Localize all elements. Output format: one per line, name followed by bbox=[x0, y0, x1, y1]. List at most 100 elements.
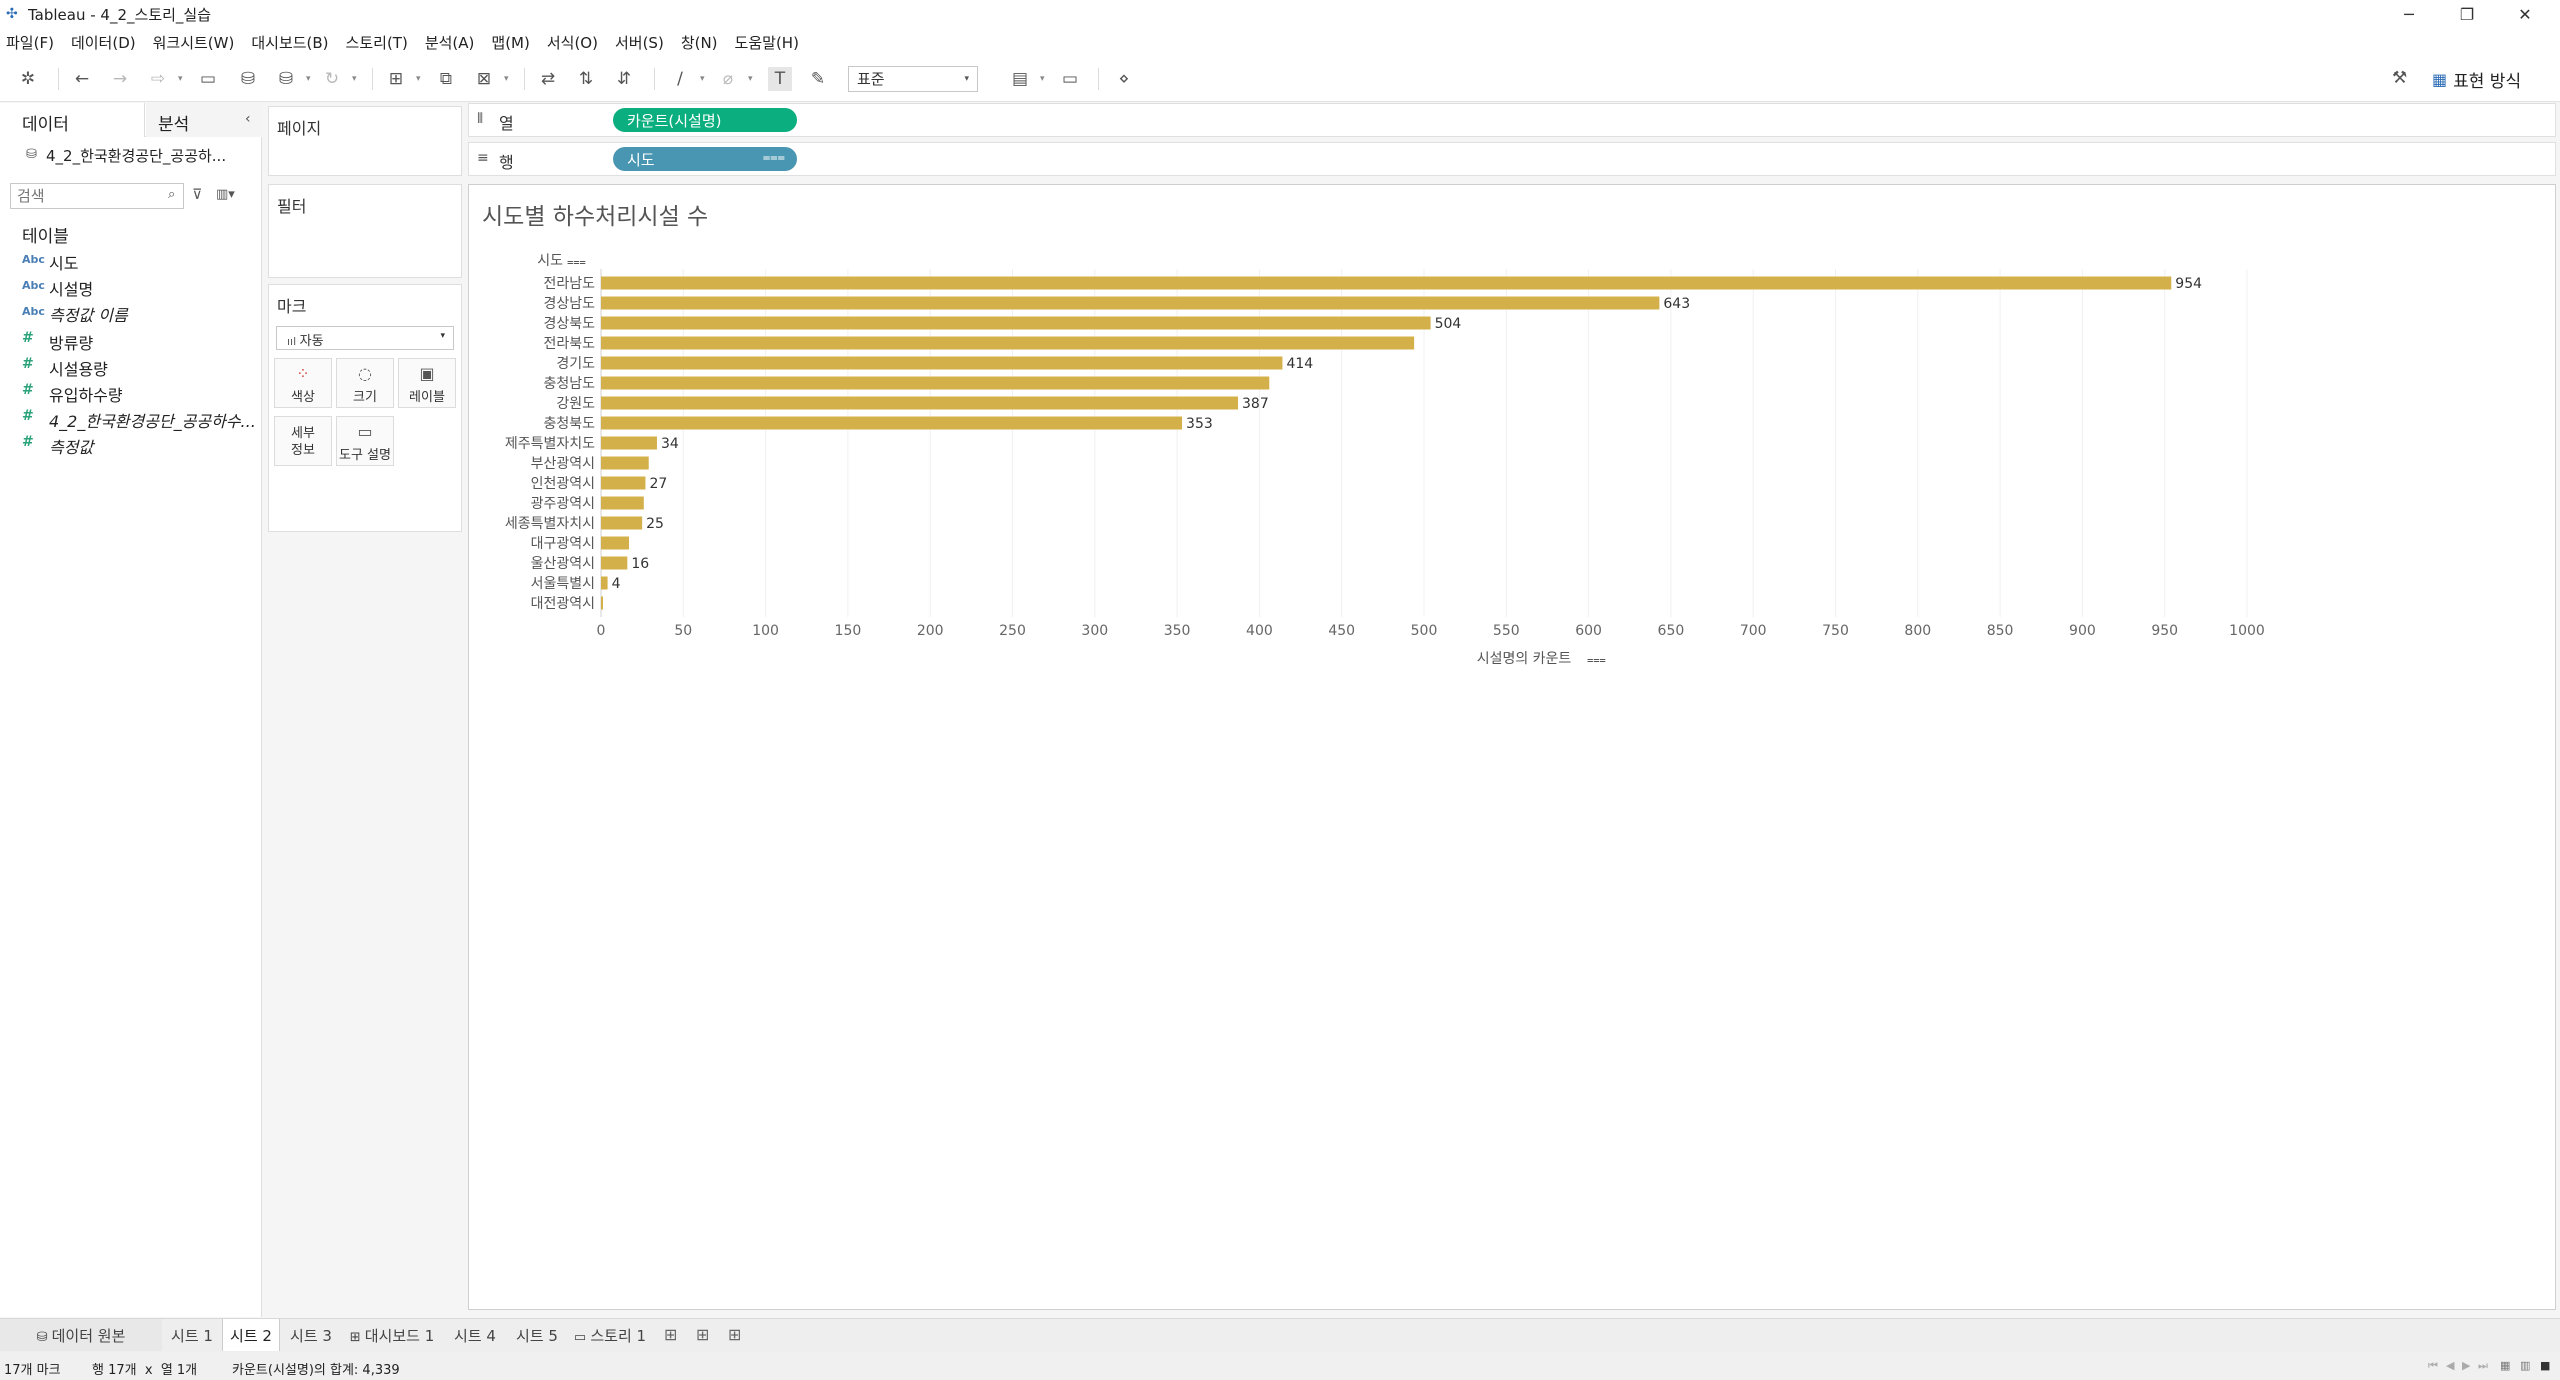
new-story-icon[interactable]: ⊞ bbox=[728, 1325, 742, 1344]
close-button[interactable]: ✕ bbox=[2518, 4, 2532, 24]
highlight-icon[interactable]: ∕ bbox=[677, 69, 683, 89]
sheet-sorter-icon[interactable]: ▦ bbox=[2500, 1359, 2511, 1372]
fit-dropdown[interactable]: 표준 ▾ bbox=[848, 66, 978, 92]
swap-axes-icon[interactable]: ⇄ bbox=[540, 69, 556, 89]
menu-file[interactable]: 파일(F) bbox=[6, 33, 54, 52]
menu-format[interactable]: 서식(O) bbox=[546, 33, 598, 52]
marks-card: 마크 bbox=[268, 284, 462, 532]
sort-ascending-icon[interactable]: ⇅ bbox=[578, 69, 594, 89]
sort-descending-icon[interactable]: ⇵ bbox=[616, 69, 632, 89]
bar bbox=[601, 496, 644, 510]
chevron-down-icon[interactable]: ▾ bbox=[504, 74, 509, 84]
tab-analysis[interactable]: 분석 bbox=[146, 103, 262, 137]
chevron-down-icon[interactable]: ▾ bbox=[1040, 74, 1045, 84]
presentation-mode-icon[interactable]: ▭ bbox=[1061, 69, 1079, 89]
first-sheet-icon[interactable]: ⏮ bbox=[2428, 1359, 2438, 1372]
tooltip-button[interactable]: ▭ 도구 설명 bbox=[336, 416, 394, 466]
undo-icon[interactable]: ← bbox=[74, 69, 90, 89]
bar bbox=[601, 296, 1660, 310]
field-item[interactable]: # 유입하수량 bbox=[0, 381, 260, 405]
menu-dashboard[interactable]: 대시보드(B) bbox=[251, 33, 329, 52]
tab-story-1[interactable]: ▭ 스토리 1 bbox=[568, 1319, 652, 1351]
filmstrip-icon[interactable]: ▥ bbox=[2520, 1359, 2531, 1372]
chevron-down-icon[interactable]: ▾ bbox=[748, 74, 753, 84]
columns-shelf[interactable]: ⦀ 열 카운트(시설명) bbox=[468, 103, 2556, 137]
menu-map[interactable]: 맵(M) bbox=[491, 33, 530, 52]
maximize-button[interactable]: ❐ bbox=[2459, 4, 2475, 24]
size-button[interactable]: ◌ 크기 bbox=[336, 358, 394, 408]
tab-dashboard-1[interactable]: ⊞ 대시보드 1 bbox=[342, 1319, 442, 1351]
tab-datasource[interactable]: ⛁ 데이터 원본 bbox=[0, 1319, 162, 1351]
filters-card[interactable]: 필터 bbox=[268, 184, 462, 278]
toolbar-separator bbox=[654, 68, 655, 90]
show-cards-icon[interactable]: ▤ bbox=[1011, 69, 1029, 89]
last-sheet-icon[interactable]: ⏭ bbox=[2478, 1359, 2488, 1372]
tab-sheet-2[interactable]: 시트 2 bbox=[222, 1319, 280, 1351]
label-button[interactable]: ▣ 레이블 bbox=[398, 358, 456, 408]
menu-help[interactable]: 도움말(H) bbox=[734, 33, 799, 52]
pause-updates-icon[interactable]: ⛁ bbox=[278, 69, 294, 89]
pages-card[interactable]: 페이지 bbox=[268, 106, 462, 176]
mark-type-dropdown[interactable]: ııl 자동 ▾ bbox=[276, 326, 454, 350]
field-item[interactable]: Abc 측정값 이름 bbox=[0, 301, 260, 325]
menu-analysis[interactable]: 분석(A) bbox=[424, 33, 475, 52]
status-mark-count: 17개 마크 bbox=[4, 1363, 61, 1378]
field-item[interactable]: # 시설용량 bbox=[0, 355, 260, 379]
next-sheet-icon[interactable]: ▶ bbox=[2462, 1359, 2471, 1372]
clear-sheet-icon[interactable]: ⊠ bbox=[476, 69, 492, 89]
new-datasource-icon[interactable]: ⛁ bbox=[240, 69, 256, 89]
new-worksheet-icon[interactable]: ⊞ bbox=[664, 1325, 678, 1344]
tableau-home-icon[interactable]: ✲ bbox=[20, 69, 36, 89]
datasource-item[interactable]: 4_2_한국환경공단_공공하... bbox=[24, 145, 226, 166]
search-icon[interactable]: ⌕ bbox=[168, 187, 176, 202]
tab-sheet-1[interactable]: 시트 1 bbox=[171, 1327, 213, 1345]
chevron-down-icon[interactable]: ▾ bbox=[352, 74, 357, 84]
replay-icon[interactable]: ⇨ bbox=[150, 69, 166, 89]
color-button[interactable]: ⁘ 색상 bbox=[274, 358, 332, 408]
field-item[interactable]: # 측정값 bbox=[0, 433, 260, 457]
save-icon[interactable]: ▭ bbox=[199, 69, 217, 89]
tooltip-label: 도구 설명 bbox=[339, 448, 391, 463]
new-dashboard-icon[interactable]: ⊞ bbox=[696, 1325, 710, 1344]
share-icon[interactable]: ⋄ bbox=[1118, 69, 1130, 89]
detail-button[interactable]: 세부 정보 bbox=[274, 416, 332, 466]
tab-sheet-3[interactable]: 시트 3 bbox=[290, 1327, 332, 1345]
field-item[interactable]: # 방류량 bbox=[0, 329, 260, 353]
chevron-down-icon[interactable]: ▾ bbox=[306, 74, 311, 84]
format-painter-icon[interactable]: ⚒ bbox=[2392, 68, 2408, 88]
tab-sheet-5[interactable]: 시트 5 bbox=[516, 1327, 558, 1345]
menu-server[interactable]: 서버(S) bbox=[614, 33, 664, 52]
fix-axes-icon[interactable]: ✎ bbox=[810, 69, 826, 89]
dimension-icon: Abc bbox=[22, 305, 45, 318]
filter-icon[interactable]: ⊽ bbox=[192, 187, 203, 203]
menu-data[interactable]: 데이터(D) bbox=[70, 33, 136, 52]
tab-sheet-4[interactable]: 시트 4 bbox=[454, 1327, 496, 1345]
chevron-down-icon[interactable]: ▾ bbox=[700, 74, 705, 84]
field-item[interactable]: Abc 시설명 bbox=[0, 275, 260, 299]
group-members-icon[interactable]: ⌀ bbox=[722, 69, 734, 89]
menu-window[interactable]: 창(N) bbox=[680, 33, 718, 52]
rows-shelf[interactable]: ≡ 행 시도 ⩶ bbox=[468, 142, 2556, 176]
show-me-button[interactable]: ▦ 표현 방식 bbox=[2432, 66, 2521, 92]
field-item[interactable]: Abc 시도 bbox=[0, 249, 260, 273]
collapse-pane-icon[interactable]: ‹ bbox=[245, 111, 251, 127]
redo-icon[interactable]: → bbox=[112, 69, 128, 89]
refresh-icon[interactable]: ↻ bbox=[324, 69, 340, 89]
menu-worksheet[interactable]: 워크시트(W) bbox=[152, 33, 235, 52]
columns-pill[interactable]: 카운트(시설명) bbox=[613, 108, 797, 132]
show-mark-labels-icon[interactable]: T bbox=[768, 67, 792, 91]
chevron-down-icon[interactable]: ▾ bbox=[416, 74, 421, 84]
duplicate-sheet-icon[interactable]: ⧉ bbox=[439, 69, 453, 89]
field-search-input[interactable] bbox=[10, 183, 184, 209]
minimize-button[interactable]: ─ bbox=[2404, 4, 2414, 24]
tabs-view-icon[interactable]: ■ bbox=[2540, 1359, 2551, 1372]
x-tick-label: 350 bbox=[1164, 623, 1191, 639]
chevron-down-icon[interactable]: ▾ bbox=[178, 74, 183, 84]
view-options-icon[interactable]: ▥▾ bbox=[216, 187, 235, 202]
menu-story[interactable]: 스토리(T) bbox=[345, 33, 408, 52]
prev-sheet-icon[interactable]: ◀ bbox=[2446, 1359, 2455, 1372]
field-item[interactable]: # 4_2_한국환경공단_공공하수... bbox=[0, 407, 260, 431]
new-worksheet-icon[interactable]: ⊞ bbox=[388, 69, 404, 89]
rows-pill[interactable]: 시도 ⩶ bbox=[613, 147, 797, 171]
tab-data[interactable]: 데이터 bbox=[0, 103, 145, 137]
